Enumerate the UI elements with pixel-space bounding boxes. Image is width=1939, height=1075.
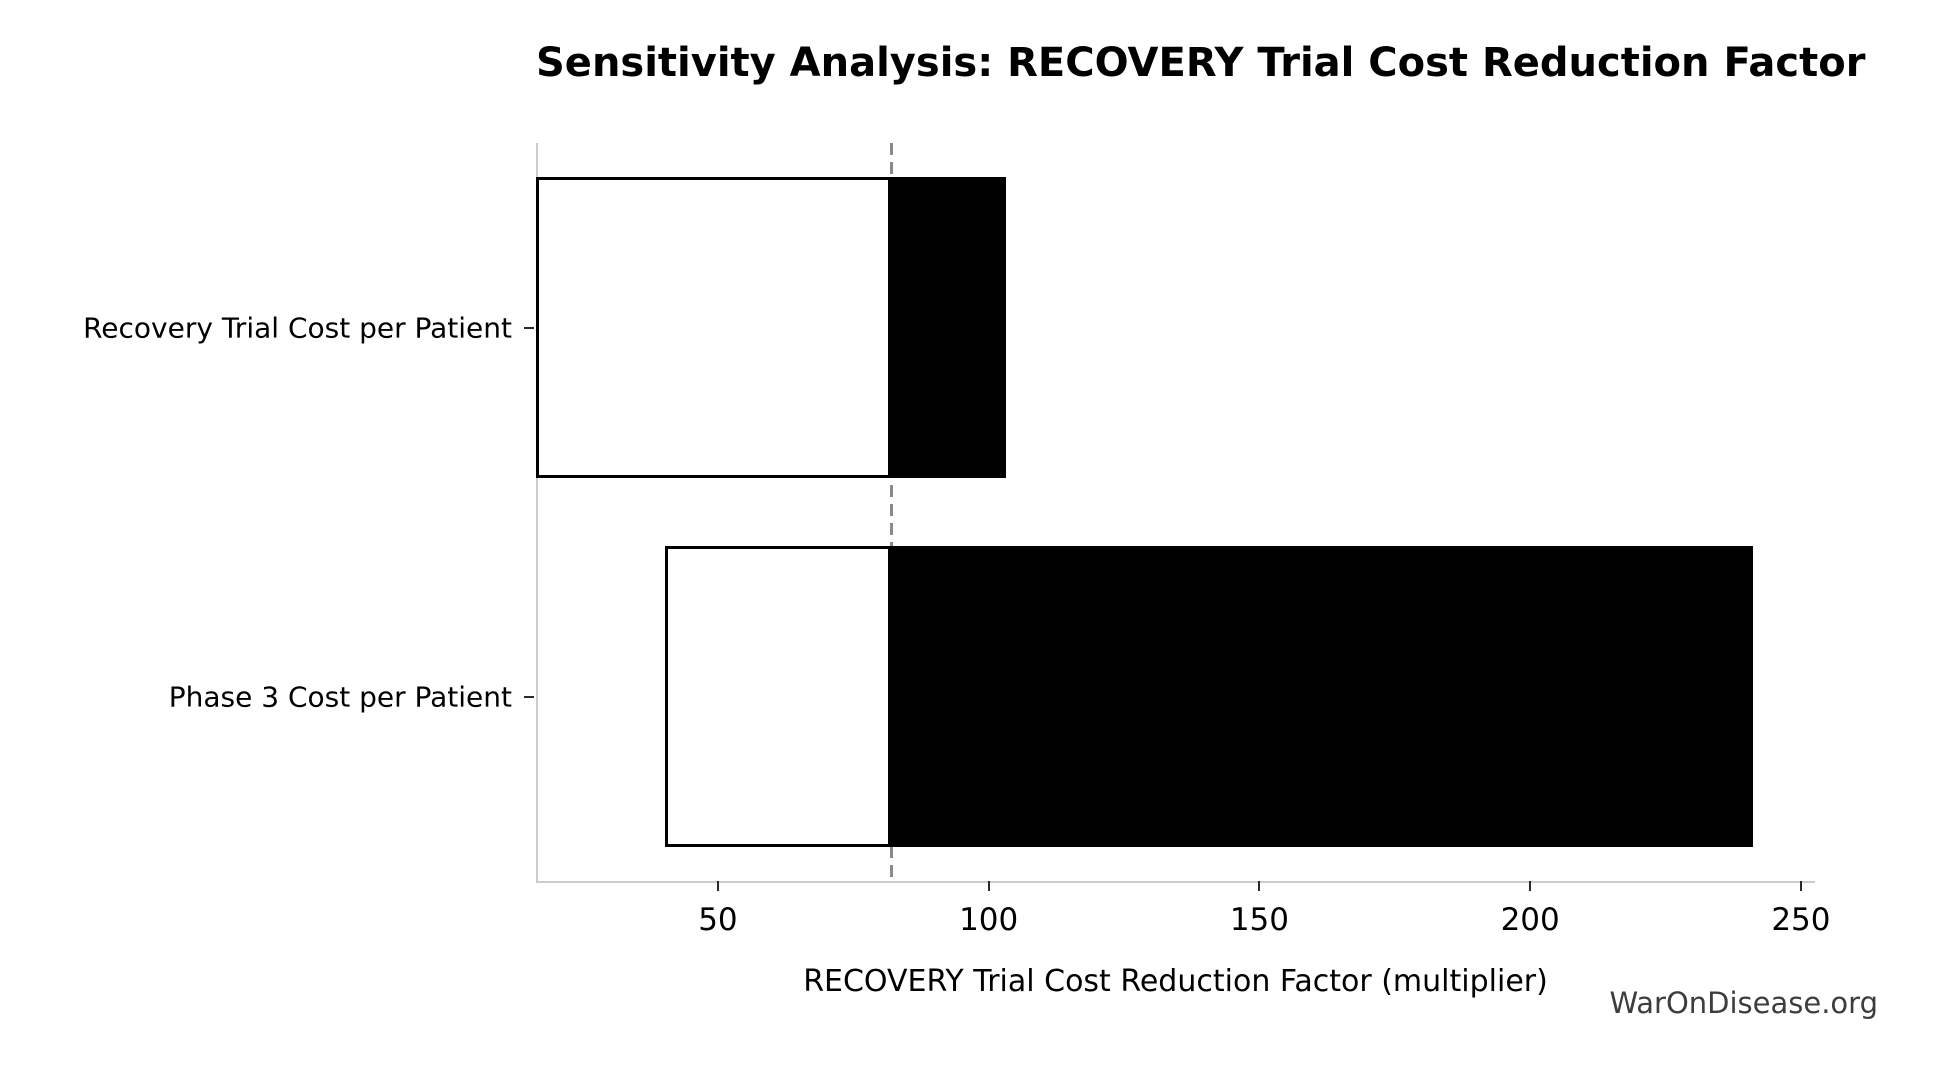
- y-tick-label: Recovery Trial Cost per Patient: [83, 311, 512, 344]
- y-tick-label: Phase 3 Cost per Patient: [168, 680, 512, 713]
- bar-segment-above-baseline: [891, 177, 1006, 478]
- x-tick-label: 50: [698, 902, 738, 938]
- bar-segment-above-baseline: [891, 546, 1754, 847]
- x-tick-mark: [1529, 881, 1532, 891]
- watermark: WarOnDisease.org: [1609, 986, 1878, 1020]
- x-tick-label: 100: [959, 902, 1019, 938]
- x-tick-mark: [716, 881, 719, 891]
- x-tick-mark: [1258, 881, 1261, 891]
- x-axis-label: RECOVERY Trial Cost Reduction Factor (mu…: [803, 964, 1548, 999]
- bar-segment-below-baseline: [536, 177, 892, 478]
- plot-area: [536, 143, 1815, 883]
- x-tick-label: 150: [1229, 902, 1290, 938]
- x-axis-line: [536, 881, 1815, 883]
- y-tick-mark: [524, 326, 534, 329]
- x-tick-mark: [1799, 881, 1802, 891]
- baseline-dashed-line: [890, 143, 894, 881]
- bar-segment-below-baseline: [664, 546, 892, 847]
- chart-title: Sensitivity Analysis: RECOVERY Trial Cos…: [536, 40, 1866, 86]
- y-tick-mark: [524, 695, 534, 698]
- y-axis-line: [536, 143, 538, 881]
- x-tick-label: 200: [1500, 902, 1560, 938]
- x-tick-label: 250: [1771, 902, 1831, 938]
- x-tick-mark: [987, 881, 990, 891]
